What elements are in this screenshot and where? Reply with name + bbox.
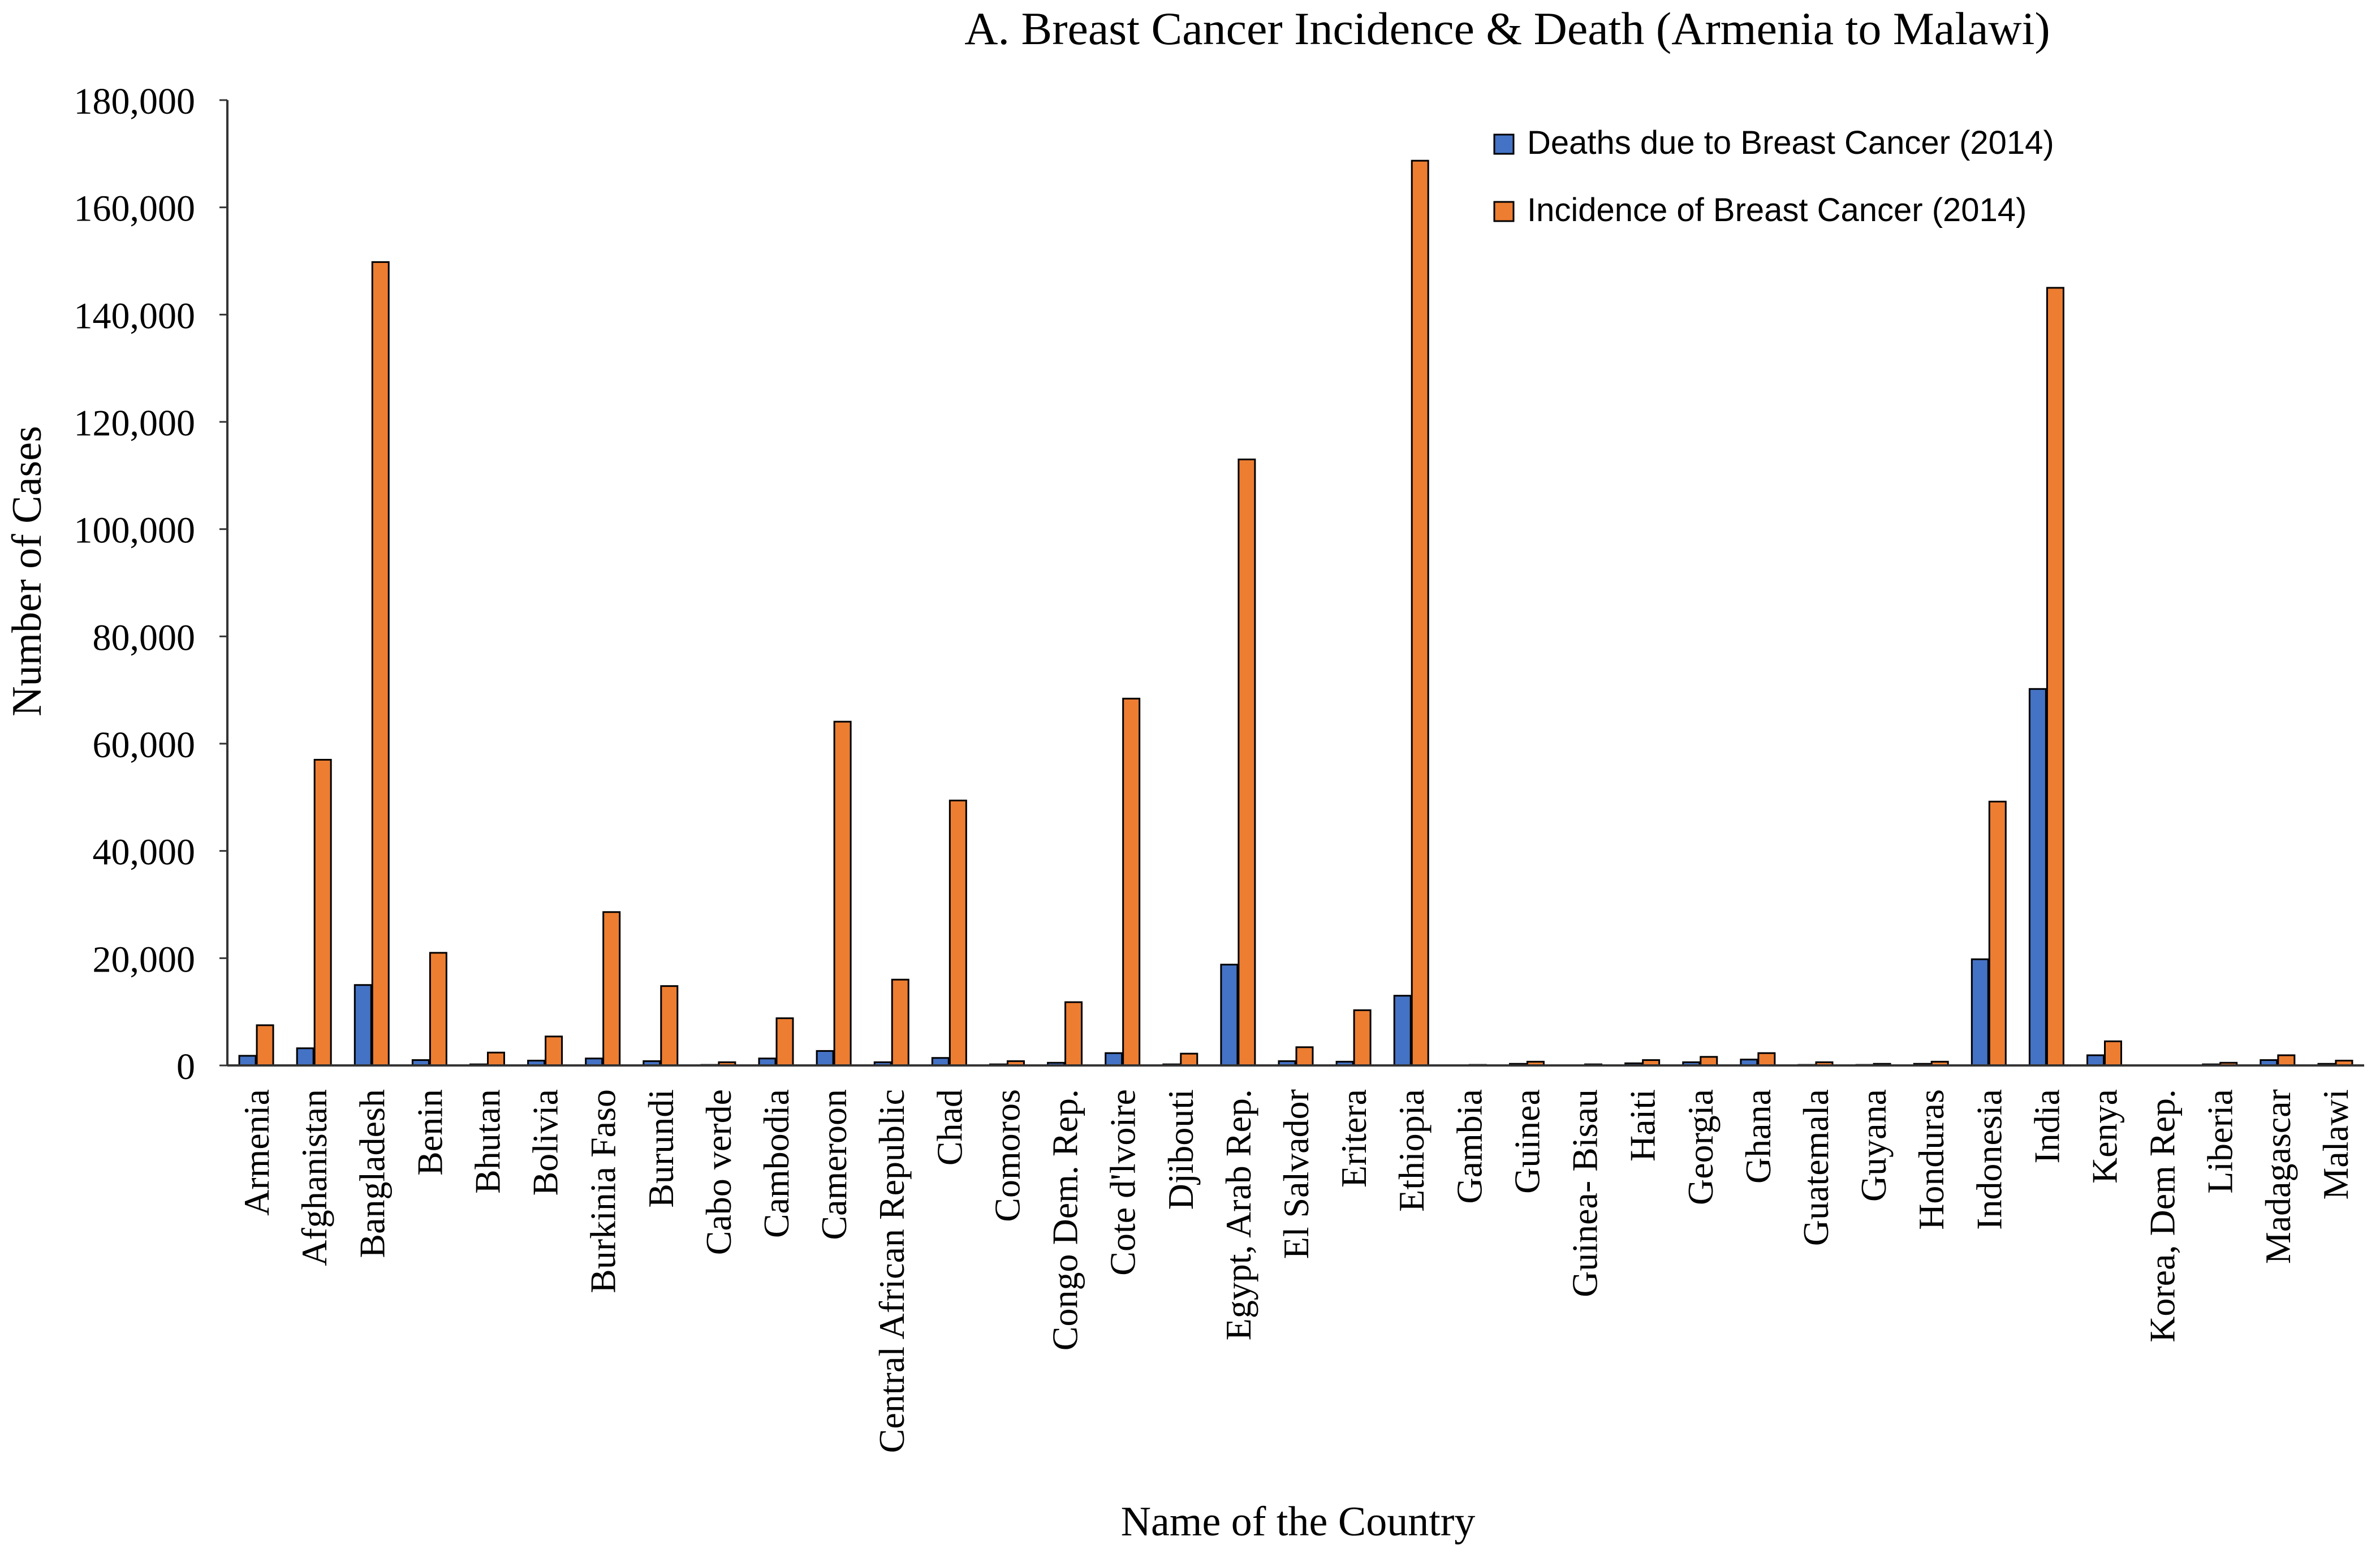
bar-incidence-6 <box>603 912 620 1065</box>
y-axis-label: Number of Cases <box>4 426 50 717</box>
bar-incidence-9 <box>777 1018 793 1065</box>
x-tick-label: Congo Dem. Rep. <box>1045 1089 1085 1350</box>
bar-deaths-32 <box>2088 1055 2104 1065</box>
x-tick-label: Armenia <box>236 1089 277 1216</box>
x-tick-label: Guinea <box>1507 1089 1547 1194</box>
bar-deaths-30 <box>1972 959 1988 1065</box>
x-tick-label: Benin <box>409 1089 450 1176</box>
x-tick-label: Cambodia <box>756 1089 796 1238</box>
x-tick-label: Ethiopia <box>1391 1089 1432 1212</box>
bar-incidence-16 <box>1181 1054 1197 1065</box>
x-tick-label: Djibouti <box>1161 1089 1201 1210</box>
x-tick-label: Eritera <box>1334 1089 1374 1188</box>
x-tick-label: Egypt, Arab Rep. <box>1218 1089 1258 1340</box>
bar-incidence-17 <box>1239 459 1255 1065</box>
bar-incidence-31 <box>2047 288 2063 1065</box>
y-tick-label: 140,000 <box>74 295 196 336</box>
x-tick-label: Chad <box>929 1089 969 1166</box>
x-tick-label: Comoros <box>987 1089 1027 1222</box>
x-tick-label: Bolivia <box>525 1089 566 1196</box>
legend-swatch-deaths <box>1494 135 1514 154</box>
x-tick-label: Guatemala <box>1796 1089 1836 1246</box>
bar-incidence-35 <box>2278 1055 2295 1065</box>
x-tick-label: Bangladesh <box>352 1089 392 1258</box>
x-tick-label: Georgia <box>1680 1089 1721 1205</box>
y-tick-label: 0 <box>176 1046 195 1087</box>
x-tick-label: Malawi <box>2316 1089 2356 1200</box>
y-tick-label: 120,000 <box>74 403 196 444</box>
bar-incidence-4 <box>488 1052 504 1065</box>
legend-label-deaths: Deaths due to Breast Cancer (2014) <box>1527 124 2054 161</box>
bar-deaths-31 <box>2029 689 2046 1065</box>
x-tick-label: El Salvador <box>1276 1089 1316 1259</box>
x-tick-label: Gambia <box>1449 1089 1489 1204</box>
x-tick-label: Guinea- Bisau <box>1565 1089 1605 1297</box>
x-tick-label: Liberia <box>2200 1089 2240 1194</box>
bar-deaths-2 <box>355 985 371 1065</box>
x-tick-label: Korea, Dem Rep. <box>2142 1089 2183 1343</box>
x-tick-label: Kenya <box>2085 1089 2125 1184</box>
x-tick-label: Madagascar <box>2258 1089 2298 1264</box>
x-tick-label: Guyana <box>1853 1089 1894 1202</box>
x-tick-label: Indonesia <box>1969 1089 2009 1230</box>
x-tick-label: Haiti <box>1623 1089 1663 1162</box>
bar-incidence-25 <box>1701 1057 1717 1065</box>
bar-incidence-3 <box>430 953 446 1065</box>
x-tick-label: Cameroon <box>814 1089 854 1240</box>
bar-incidence-32 <box>2105 1041 2122 1065</box>
legend-swatch-incidence <box>1494 202 1514 221</box>
y-tick-label: 160,000 <box>74 188 196 230</box>
bar-incidence-1 <box>314 759 331 1065</box>
bars-group <box>239 161 2352 1065</box>
y-tick-label: 60,000 <box>93 724 196 766</box>
bar-incidence-2 <box>372 262 389 1065</box>
y-tick-label: 40,000 <box>93 832 196 873</box>
x-axis-ticks: Armenia Afghanistan Bangladesh Benin Bhutan B… <box>236 1089 2356 1453</box>
bar-incidence-20 <box>1412 161 1428 1065</box>
chart-title: A. Breast Cancer Incidence & Death (Arme… <box>964 3 2050 54</box>
x-axis-label: Name of the Country <box>1121 1499 1476 1545</box>
x-tick-label: Ghana <box>1738 1089 1778 1184</box>
x-tick-label: Central African Republic <box>872 1089 912 1453</box>
y-tick-label: 20,000 <box>93 939 196 980</box>
y-axis-ticks: 0 20,000 40,000 60,000 80,000 100,000 120,000 1… <box>74 81 228 1087</box>
bar-incidence-12 <box>950 801 966 1065</box>
bar-deaths-20 <box>1394 996 1411 1065</box>
bar-deaths-15 <box>1106 1053 1122 1065</box>
bar-incidence-11 <box>892 979 908 1065</box>
bar-incidence-26 <box>1758 1053 1775 1065</box>
bar-incidence-7 <box>661 986 678 1065</box>
x-tick-label: Afghanistan <box>294 1089 334 1266</box>
bar-incidence-5 <box>546 1037 562 1065</box>
bar-incidence-15 <box>1123 698 1140 1065</box>
bar-incidence-18 <box>1296 1047 1313 1065</box>
bar-deaths-17 <box>1221 965 1238 1065</box>
x-tick-label: Bhutan <box>467 1089 507 1194</box>
bar-deaths-0 <box>239 1056 256 1065</box>
x-tick-label: Honduras <box>1911 1089 1951 1230</box>
x-tick-label: India <box>2027 1089 2067 1164</box>
x-tick-label: Cote d'lvoire <box>1103 1089 1143 1276</box>
legend-label-incidence: Incidence of Breast Cancer (2014) <box>1527 192 2027 228</box>
y-tick-label: 180,000 <box>74 81 196 122</box>
bar-deaths-10 <box>817 1051 833 1065</box>
bar-incidence-0 <box>257 1025 273 1065</box>
bar-incidence-19 <box>1354 1010 1370 1065</box>
x-tick-label: Burkinia Faso <box>583 1089 623 1293</box>
legend: Deaths due to Breast Cancer (2014) Incid… <box>1494 124 2054 228</box>
x-tick-label: Burundi <box>641 1089 681 1208</box>
y-tick-label: 100,000 <box>74 510 196 551</box>
bar-deaths-1 <box>297 1048 313 1065</box>
bar-incidence-30 <box>1989 801 2006 1065</box>
y-tick-label: 80,000 <box>93 617 196 658</box>
x-tick-label: Cabo verde <box>699 1089 739 1255</box>
bar-incidence-14 <box>1066 1002 1082 1065</box>
bar-incidence-10 <box>834 722 851 1065</box>
